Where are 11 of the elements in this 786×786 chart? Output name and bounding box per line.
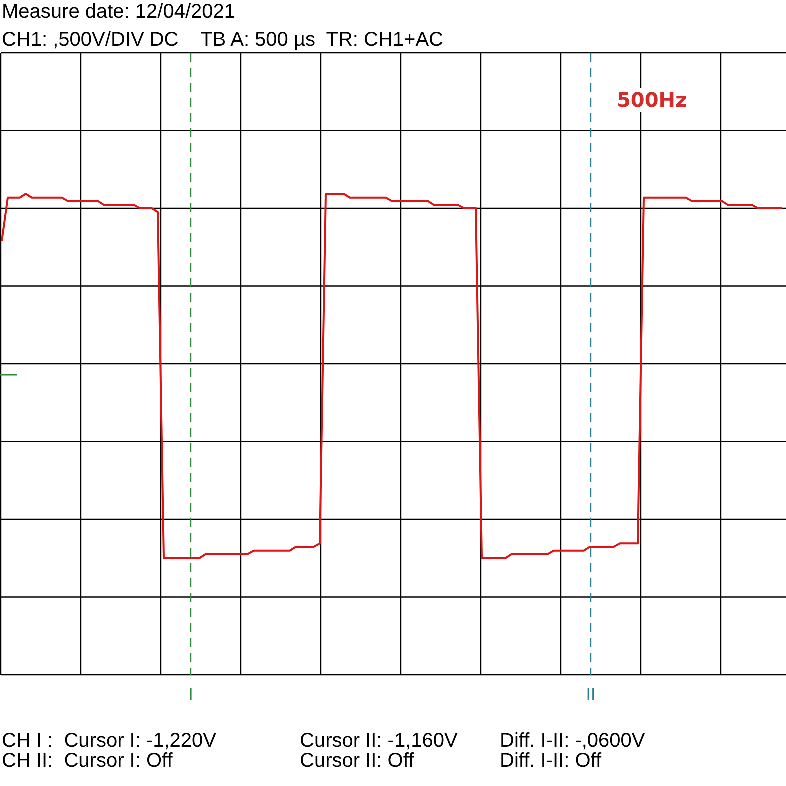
text: CH I : Cursor I: -1,220V xyxy=(2,730,218,752)
text: Cursor II: Off xyxy=(300,750,415,772)
text: 500Hz xyxy=(617,88,688,112)
text: Diff. I-II: Off xyxy=(500,750,602,772)
text: II xyxy=(586,685,596,704)
text: CH II: Cursor I: Off xyxy=(2,750,174,772)
text: I xyxy=(188,685,194,704)
chart-subtitle: CH1: ,500V/DIV DC TB A: 500 µs TR: CH1+AC xyxy=(2,29,444,51)
chart-title: Measure date: 12/04/2021 xyxy=(2,1,236,23)
text: Cursor II: -1,160V xyxy=(300,730,458,752)
text: Diff. I-II: -,0600V xyxy=(500,730,646,752)
